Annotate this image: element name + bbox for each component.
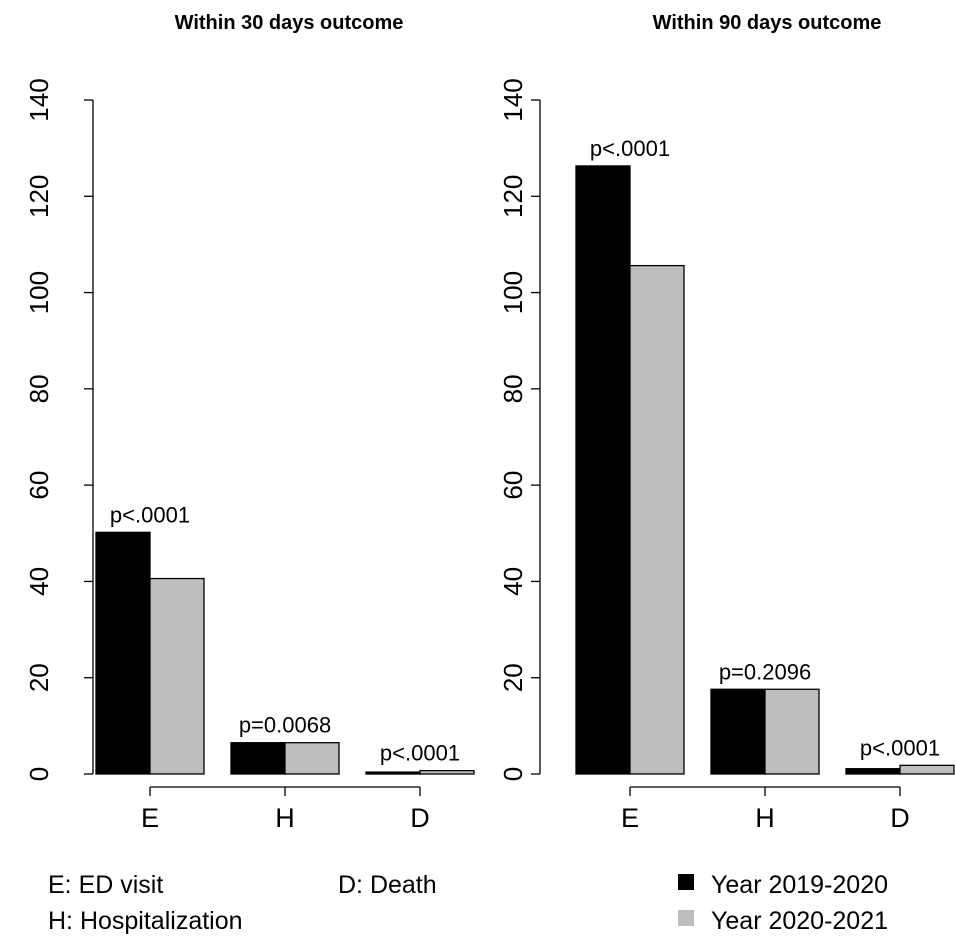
key-hospitalization: H: Hospitalization — [48, 907, 243, 935]
y-tick-label: 120 — [498, 175, 528, 218]
panel-title: Within 30 days outcome — [175, 12, 404, 34]
x-tick-label: H — [755, 803, 775, 833]
y-tick-label: 80 — [24, 374, 54, 403]
bar-h-series-1 — [710, 688, 766, 775]
p-value-label: p<.0001 — [380, 741, 460, 766]
chart-panel-2: Within 90 days outcome 0 20 40 60 80 100 120 140… — [498, 12, 955, 833]
chart-panels: Within 30 days outcome 0 20 40 60 80 100 120 140… — [24, 12, 955, 833]
y-tick-label: 60 — [498, 471, 528, 500]
y-tick-label: 40 — [24, 567, 54, 596]
y-tick-label: 120 — [24, 175, 54, 218]
y-tick-label: 20 — [24, 663, 54, 692]
legend-label-2019-2020: Year 2019-2020 — [711, 871, 888, 899]
legend-swatch-2019-2020 — [678, 874, 694, 890]
y-tick-label: 0 — [24, 767, 54, 781]
bar-h-series-1 — [230, 742, 286, 775]
y-tick-label: 40 — [498, 567, 528, 596]
x-tick-label: D — [890, 803, 910, 833]
bar-d-series-1 — [845, 768, 901, 775]
bar-e-series-2 — [629, 264, 685, 775]
y-tick-label: 140 — [498, 78, 528, 121]
legend-swatch-2020-2021 — [678, 910, 694, 926]
legend-label-2020-2021: Year 2020-2021 — [711, 907, 888, 935]
x-tick-label: H — [275, 803, 295, 833]
panel-title: Within 90 days outcome — [653, 12, 882, 34]
x-tick-label: E — [621, 803, 639, 833]
p-value-label: p<.0001 — [110, 502, 190, 527]
y-tick-label: 60 — [24, 471, 54, 500]
bar-d-series-2 — [899, 764, 955, 775]
p-value-label: p<.0001 — [590, 136, 670, 161]
bar-h-series-2 — [284, 742, 340, 775]
y-tick-label: 100 — [498, 271, 528, 314]
y-tick-label: 80 — [498, 374, 528, 403]
x-tick-label: E — [141, 803, 159, 833]
x-tick-label: D — [410, 803, 430, 833]
y-tick-label: 20 — [498, 663, 528, 692]
p-value-label: p=0.2096 — [719, 659, 811, 684]
p-value-label: p=0.0068 — [239, 713, 331, 738]
y-tick-label: 140 — [24, 78, 54, 121]
bar-e-series-1 — [95, 531, 151, 775]
bar-e-series-2 — [149, 577, 205, 775]
key-death: D: Death — [338, 871, 437, 899]
bar-e-series-1 — [575, 165, 631, 775]
chart-footer: E: ED visit H: Hospitalization D: Death … — [48, 871, 888, 935]
p-value-label: p<.0001 — [860, 735, 940, 760]
chart-panel-1: Within 30 days outcome 0 20 40 60 80 100 120 140… — [24, 12, 475, 833]
key-ed-visit: E: ED visit — [48, 871, 163, 899]
bar-h-series-2 — [764, 688, 820, 775]
bar-d-series-1 — [365, 771, 421, 775]
bar-d-series-2 — [419, 769, 475, 775]
y-tick-label: 100 — [24, 271, 54, 314]
y-tick-label: 0 — [498, 767, 528, 781]
